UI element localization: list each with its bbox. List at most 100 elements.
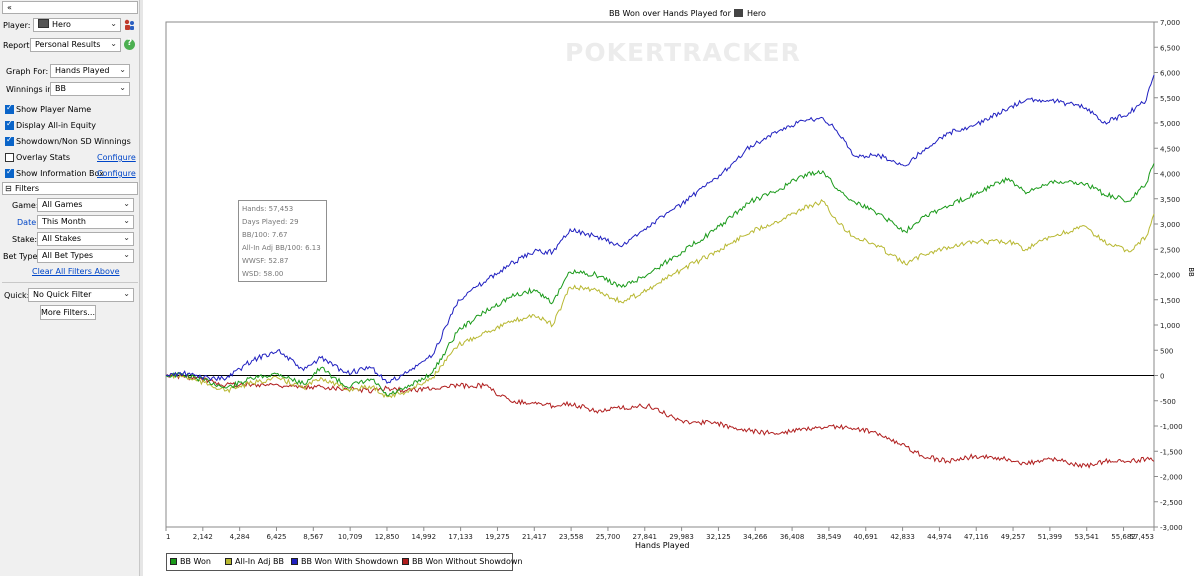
x-axis-label: Hands Played — [635, 541, 690, 550]
display-allin-equity-checkbox[interactable] — [5, 119, 14, 130]
player-avatar-icon — [734, 9, 744, 17]
watermark-logo: POKERTRACKER — [565, 38, 801, 67]
legend-item-allin-adj: All-In Adj BB — [225, 557, 284, 566]
info-wsd: WSD: 58.00 — [242, 270, 284, 278]
legend-item-without-showdown: BB Won Without Showdown — [402, 557, 522, 566]
y-tick-label: -1,000 — [1160, 423, 1183, 431]
chart-title: BB Won over Hands Played for Hero — [609, 9, 766, 18]
series-layer — [165, 74, 1155, 469]
game-label: Game: — [12, 201, 39, 210]
more-filters-button[interactable]: More Filters... — [40, 305, 96, 320]
info-hands: Hands: 57,453 — [242, 205, 294, 213]
player-search-icon[interactable] — [123, 18, 136, 31]
x-tick-label: 42,833 — [890, 533, 915, 541]
info-bb-per-100: BB/100: 7.67 — [242, 231, 288, 239]
y-tick-label: 500 — [1160, 347, 1173, 355]
x-tick-label: 2,142 — [193, 533, 213, 541]
chevron-down-icon: ⌄ — [123, 199, 130, 208]
x-tick-label: 14,992 — [412, 533, 437, 541]
x-tick-label: 40,691 — [853, 533, 878, 541]
x-tick-label: 25,700 — [596, 533, 621, 541]
x-tick-label: 38,549 — [817, 533, 842, 541]
x-tick-label: 27,841 — [633, 533, 658, 541]
divider — [2, 282, 138, 283]
y-tick-label: 1,500 — [1160, 297, 1180, 305]
quick-filter-select[interactable]: No Quick Filter ⌄ — [28, 288, 134, 302]
filters-header[interactable]: ⊟ Filters — [2, 182, 138, 195]
show-player-name-checkbox[interactable] — [5, 103, 14, 114]
help-icon[interactable]: ? — [124, 38, 135, 50]
bet-type-select[interactable]: All Bet Types ⌄ — [37, 249, 134, 263]
graph-for-select[interactable]: Hands Played ⌄ — [50, 64, 130, 78]
x-tick-label: 21,417 — [522, 533, 547, 541]
y-tick-label: -2,500 — [1160, 499, 1183, 507]
showdown-winnings-checkbox[interactable] — [5, 135, 14, 146]
display-allin-equity-label: Display All-in Equity — [16, 121, 96, 130]
game-select[interactable]: All Games ⌄ — [37, 198, 134, 212]
show-info-box-checkbox[interactable] — [5, 167, 14, 178]
player-avatar-icon — [38, 19, 49, 28]
info-box-configure-link[interactable]: Configure — [97, 169, 136, 178]
y-tick-label: 7,000 — [1160, 19, 1180, 27]
date-label[interactable]: Date: — [17, 218, 39, 227]
chart-panel — [143, 0, 1200, 576]
y-tick-label: 6,000 — [1160, 70, 1180, 78]
x-tick-label: 10,709 — [338, 533, 363, 541]
series-bb-won-line — [165, 163, 1155, 397]
legend-swatch — [170, 558, 177, 565]
showdown-winnings-label: Showdown/Non SD Winnings — [16, 137, 131, 146]
y-tick-label: 4,000 — [1160, 171, 1180, 179]
y-tick-label: 2,000 — [1160, 272, 1180, 280]
series-allin-adj-line — [165, 199, 1155, 399]
y-tick-label: 3,500 — [1160, 196, 1180, 204]
collapse-sidebar-button[interactable]: « — [2, 1, 138, 14]
chevron-down-icon: ⌄ — [123, 216, 130, 225]
chevron-down-icon: ⌄ — [119, 83, 126, 92]
winnings-label: Winnings in: — [6, 85, 56, 94]
info-allin-adj-bb-per-100: All-In Adj BB/100: 6.13 — [242, 244, 321, 252]
panel-splitter[interactable] — [139, 0, 143, 576]
legend-item-with-showdown: BB Won With Showdown — [291, 557, 398, 566]
y-tick-label: 0 — [1160, 373, 1164, 381]
y-tick-label: 4,500 — [1160, 145, 1180, 153]
information-box: Hands: 57,453 Days Played: 29 BB/100: 7.… — [238, 200, 327, 282]
chevron-down-icon: ⌄ — [123, 233, 130, 242]
x-tick-label: 19,275 — [485, 533, 510, 541]
overlay-stats-checkbox[interactable] — [5, 153, 14, 162]
x-tick-label: 36,408 — [780, 533, 805, 541]
series-with-showdown-line — [165, 74, 1155, 384]
bet-type-label: Bet Type: — [3, 252, 41, 261]
filters-title: Filters — [15, 184, 39, 193]
x-tick-label: 55,682 — [1111, 533, 1136, 541]
stake-select[interactable]: All Stakes ⌄ — [37, 232, 134, 246]
y-axis: -3,000 -2,500 -2,000 -1,500 -1,000 -500 0 500 1,… — [1154, 19, 1183, 532]
legend-swatch — [225, 558, 232, 565]
y-tick-label: 6,500 — [1160, 44, 1180, 52]
graph-for-label: Graph For: — [6, 67, 49, 76]
player-select[interactable]: Hero ⌄ — [33, 18, 121, 32]
x-tick-label: 23,558 — [559, 533, 584, 541]
date-select[interactable]: This Month ⌄ — [37, 215, 134, 229]
x-tick-label: 44,974 — [927, 533, 952, 541]
overlay-stats-configure-link[interactable]: Configure — [97, 153, 136, 162]
info-wwsf: WWSF: 52.87 — [242, 257, 289, 265]
x-tick-label: 1 — [166, 533, 170, 541]
x-tick-label: 47,116 — [964, 533, 989, 541]
overlay-stats-label: Overlay Stats — [16, 153, 71, 162]
x-tick-label: 32,125 — [706, 533, 731, 541]
chevron-down-icon: ⌄ — [119, 65, 126, 74]
y-tick-label: 2,500 — [1160, 246, 1180, 254]
chevron-down-icon: ⌄ — [123, 250, 130, 259]
report-select[interactable]: Personal Results ⌄ — [30, 38, 121, 52]
collapse-icon: ⊟ — [5, 184, 12, 193]
x-tick-label: 8,567 — [303, 533, 323, 541]
legend-swatch — [291, 558, 298, 565]
y-tick-label: 5,000 — [1160, 120, 1180, 128]
clear-filters-link[interactable]: Clear All Filters Above — [32, 267, 120, 276]
legend-swatch — [402, 558, 409, 565]
winnings-select[interactable]: BB ⌄ — [50, 82, 130, 96]
y-tick-label: -1,500 — [1160, 448, 1183, 456]
x-tick-label: 57,453 — [1130, 533, 1155, 541]
x-tick-label: 49,257 — [1001, 533, 1026, 541]
